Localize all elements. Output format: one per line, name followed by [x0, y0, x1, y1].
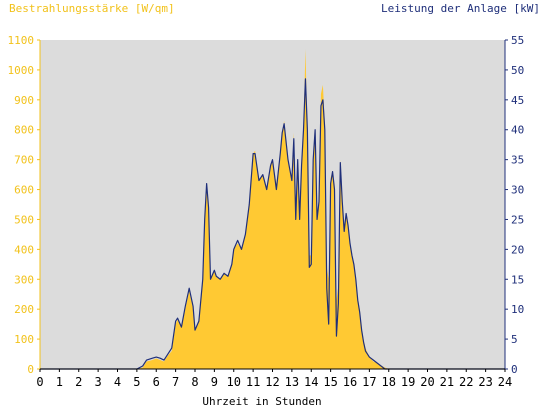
left-tick-label: 500: [14, 213, 34, 226]
x-tick-label: 1: [56, 375, 63, 389]
right-tick-label: 15: [511, 273, 524, 286]
right-tick-label: 55: [511, 34, 524, 47]
left-tick-label: 1100: [8, 34, 35, 47]
right-ticks: 0 5 10 15 20 25 30 35 40 45 50 55: [505, 34, 524, 376]
x-tick-label: 12: [265, 375, 279, 389]
x-tick-label: 22: [459, 375, 473, 389]
x-tick-label: 17: [362, 375, 376, 389]
x-tick-label: 21: [440, 375, 454, 389]
x-tick-label: 3: [95, 375, 102, 389]
right-tick-label: 5: [511, 333, 518, 346]
x-tick-label: 2: [75, 375, 82, 389]
right-tick-label: 10: [511, 303, 524, 316]
left-tick-label: 900: [14, 94, 34, 107]
power-line-layer: [40, 78, 505, 370]
x-tick-label: 7: [172, 375, 179, 389]
x-tick-label: 23: [478, 375, 492, 389]
x-tick-label: 8: [191, 375, 198, 389]
x-tick-label: 13: [285, 375, 299, 389]
x-ticks: 0 1 2 3 4 5 6 7 8 9 10 11 12 13 14 15 16 17 18 19 20 21 22 23 24: [36, 369, 512, 389]
left-tick-label: 100: [14, 333, 34, 346]
irradiance-area-layer: [40, 48, 505, 369]
x-tick-label: 9: [211, 375, 218, 389]
right-tick-label: 25: [511, 213, 524, 226]
right-tick-label: 45: [511, 94, 524, 107]
right-tick-label: 20: [511, 243, 524, 256]
x-tick-label: 19: [401, 375, 415, 389]
x-tick-label: 24: [498, 375, 512, 389]
x-tick-label: 10: [227, 375, 241, 389]
right-tick-label: 50: [511, 64, 524, 77]
x-tick-label: 11: [246, 375, 260, 389]
x-tick-label: 4: [114, 375, 121, 389]
left-tick-label: 300: [14, 273, 34, 286]
left-tick-label: 0: [27, 363, 34, 376]
right-tick-label: 40: [511, 124, 524, 137]
x-tick-label: 0: [36, 375, 43, 389]
left-tick-label: 200: [14, 303, 34, 316]
x-tick-label: 14: [304, 375, 318, 389]
right-tick-label: 35: [511, 154, 524, 167]
x-axis-title: Uhrzeit in Stunden: [202, 395, 321, 408]
x-tick-label: 16: [343, 375, 357, 389]
x-tick-label: 15: [323, 375, 337, 389]
left-ticks: 0 100 200 300 400 500 600 700 800 900 1000 1100: [8, 34, 40, 376]
left-tick-label: 400: [14, 243, 34, 256]
left-tick-label: 700: [14, 154, 34, 167]
left-axis-title: Bestrahlungsstärke [W/qm]: [9, 2, 175, 15]
right-tick-label: 0: [511, 363, 518, 376]
x-tick-label: 6: [153, 375, 160, 389]
left-tick-label: 600: [14, 184, 34, 197]
x-tick-label: 20: [420, 375, 434, 389]
left-tick-label: 800: [14, 124, 34, 137]
x-tick-label: 5: [133, 375, 140, 389]
irradiance-area: [40, 48, 505, 369]
x-tick-label: 18: [382, 375, 396, 389]
right-axis-title: Leistung der Anlage [kW]: [381, 2, 540, 15]
right-tick-label: 30: [511, 184, 524, 197]
power-line: [40, 78, 505, 370]
left-tick-label: 1000: [8, 64, 35, 77]
